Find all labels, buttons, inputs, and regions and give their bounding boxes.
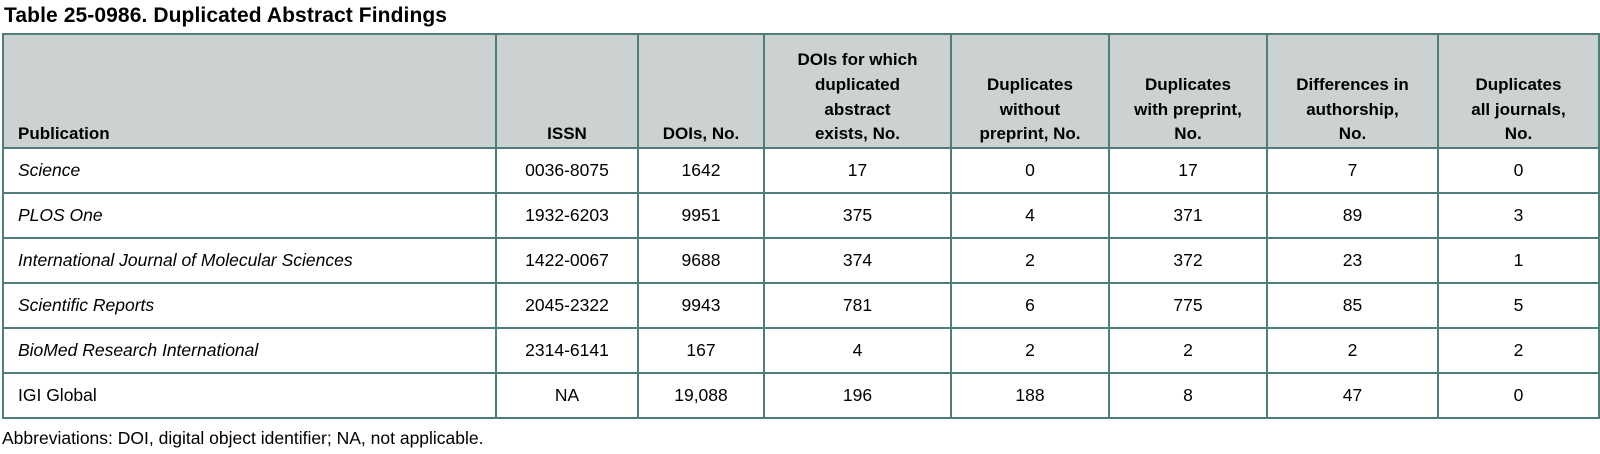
- duplicated-abstract-cell: 374: [763, 237, 952, 284]
- with-preprint-cell: 372: [1108, 237, 1268, 284]
- publication-cell: PLOS One: [2, 192, 497, 239]
- duplicated-abstract-cell: 4: [763, 327, 952, 374]
- table-row: Scientific Reports 2045-2322 9943 781 6 …: [2, 282, 1600, 329]
- dois-cell: 1642: [637, 147, 765, 194]
- issn-cell: 2045-2322: [495, 282, 639, 329]
- all-journals-cell: 5: [1437, 282, 1600, 329]
- with-preprint-cell: 371: [1108, 192, 1268, 239]
- table-title: Table 25-0986. Duplicated Abstract Findi…: [4, 4, 448, 27]
- column-header-publication: Publication: [2, 33, 497, 149]
- without-preprint-cell: 188: [950, 372, 1110, 419]
- all-journals-cell: 2: [1437, 327, 1600, 374]
- duplicated-abstract-cell: 375: [763, 192, 952, 239]
- dois-cell: 9688: [637, 237, 765, 284]
- duplicated-abstract-cell: 781: [763, 282, 952, 329]
- publication-cell: Scientific Reports: [2, 282, 497, 329]
- dois-cell: 9943: [637, 282, 765, 329]
- without-preprint-cell: 4: [950, 192, 1110, 239]
- publication-cell: BioMed Research International: [2, 327, 497, 374]
- issn-cell: 1932-6203: [495, 192, 639, 239]
- with-preprint-cell: 775: [1108, 282, 1268, 329]
- authorship-differences-cell: 23: [1266, 237, 1439, 284]
- table-header-row: Publication ISSN DOIs, No. DOIs for whic…: [2, 33, 1600, 149]
- dois-cell: 167: [637, 327, 765, 374]
- findings-table: Publication ISSN DOIs, No. DOIs for whic…: [2, 33, 1600, 419]
- table-row: PLOS One 1932-6203 9951 375 4 371 89 3: [2, 192, 1600, 239]
- publication-cell: International Journal of Molecular Scien…: [2, 237, 497, 284]
- column-header-all-journals: Duplicates all journals, No.: [1437, 33, 1600, 149]
- with-preprint-cell: 2: [1108, 327, 1268, 374]
- authorship-differences-cell: 7: [1266, 147, 1439, 194]
- publication-cell: Science: [2, 147, 497, 194]
- abbreviations-footnote: Abbreviations: DOI, digital object ident…: [2, 428, 484, 448]
- duplicated-abstract-cell: 17: [763, 147, 952, 194]
- with-preprint-cell: 8: [1108, 372, 1268, 419]
- authorship-differences-cell: 47: [1266, 372, 1439, 419]
- publication-cell: IGI Global: [2, 372, 497, 419]
- without-preprint-cell: 0: [950, 147, 1110, 194]
- issn-cell: 2314-6141: [495, 327, 639, 374]
- authorship-differences-cell: 89: [1266, 192, 1439, 239]
- table-row: International Journal of Molecular Scien…: [2, 237, 1600, 284]
- table-row: Science 0036-8075 1642 17 0 17 7 0: [2, 147, 1600, 194]
- without-preprint-cell: 2: [950, 327, 1110, 374]
- all-journals-cell: 1: [1437, 237, 1600, 284]
- table-row: IGI Global NA 19,088 196 188 8 47 0: [2, 372, 1600, 419]
- issn-cell: 1422-0067: [495, 237, 639, 284]
- issn-cell: 0036-8075: [495, 147, 639, 194]
- without-preprint-cell: 2: [950, 237, 1110, 284]
- duplicated-abstract-cell: 196: [763, 372, 952, 419]
- table-row: BioMed Research International 2314-6141 …: [2, 327, 1600, 374]
- all-journals-cell: 0: [1437, 147, 1600, 194]
- column-header-duplicated-abstract: DOIs for which duplicated abstract exist…: [763, 33, 952, 149]
- authorship-differences-cell: 2: [1266, 327, 1439, 374]
- without-preprint-cell: 6: [950, 282, 1110, 329]
- column-header-without-preprint: Duplicates without preprint, No.: [950, 33, 1110, 149]
- authorship-differences-cell: 85: [1266, 282, 1439, 329]
- column-header-authorship-differences: Differences in authorship, No.: [1266, 33, 1439, 149]
- all-journals-cell: 3: [1437, 192, 1600, 239]
- column-header-dois: DOIs, No.: [637, 33, 765, 149]
- column-header-issn: ISSN: [495, 33, 639, 149]
- dois-cell: 19,088: [637, 372, 765, 419]
- column-header-with-preprint: Duplicates with preprint, No.: [1108, 33, 1268, 149]
- with-preprint-cell: 17: [1108, 147, 1268, 194]
- issn-cell: NA: [495, 372, 639, 419]
- all-journals-cell: 0: [1437, 372, 1600, 419]
- dois-cell: 9951: [637, 192, 765, 239]
